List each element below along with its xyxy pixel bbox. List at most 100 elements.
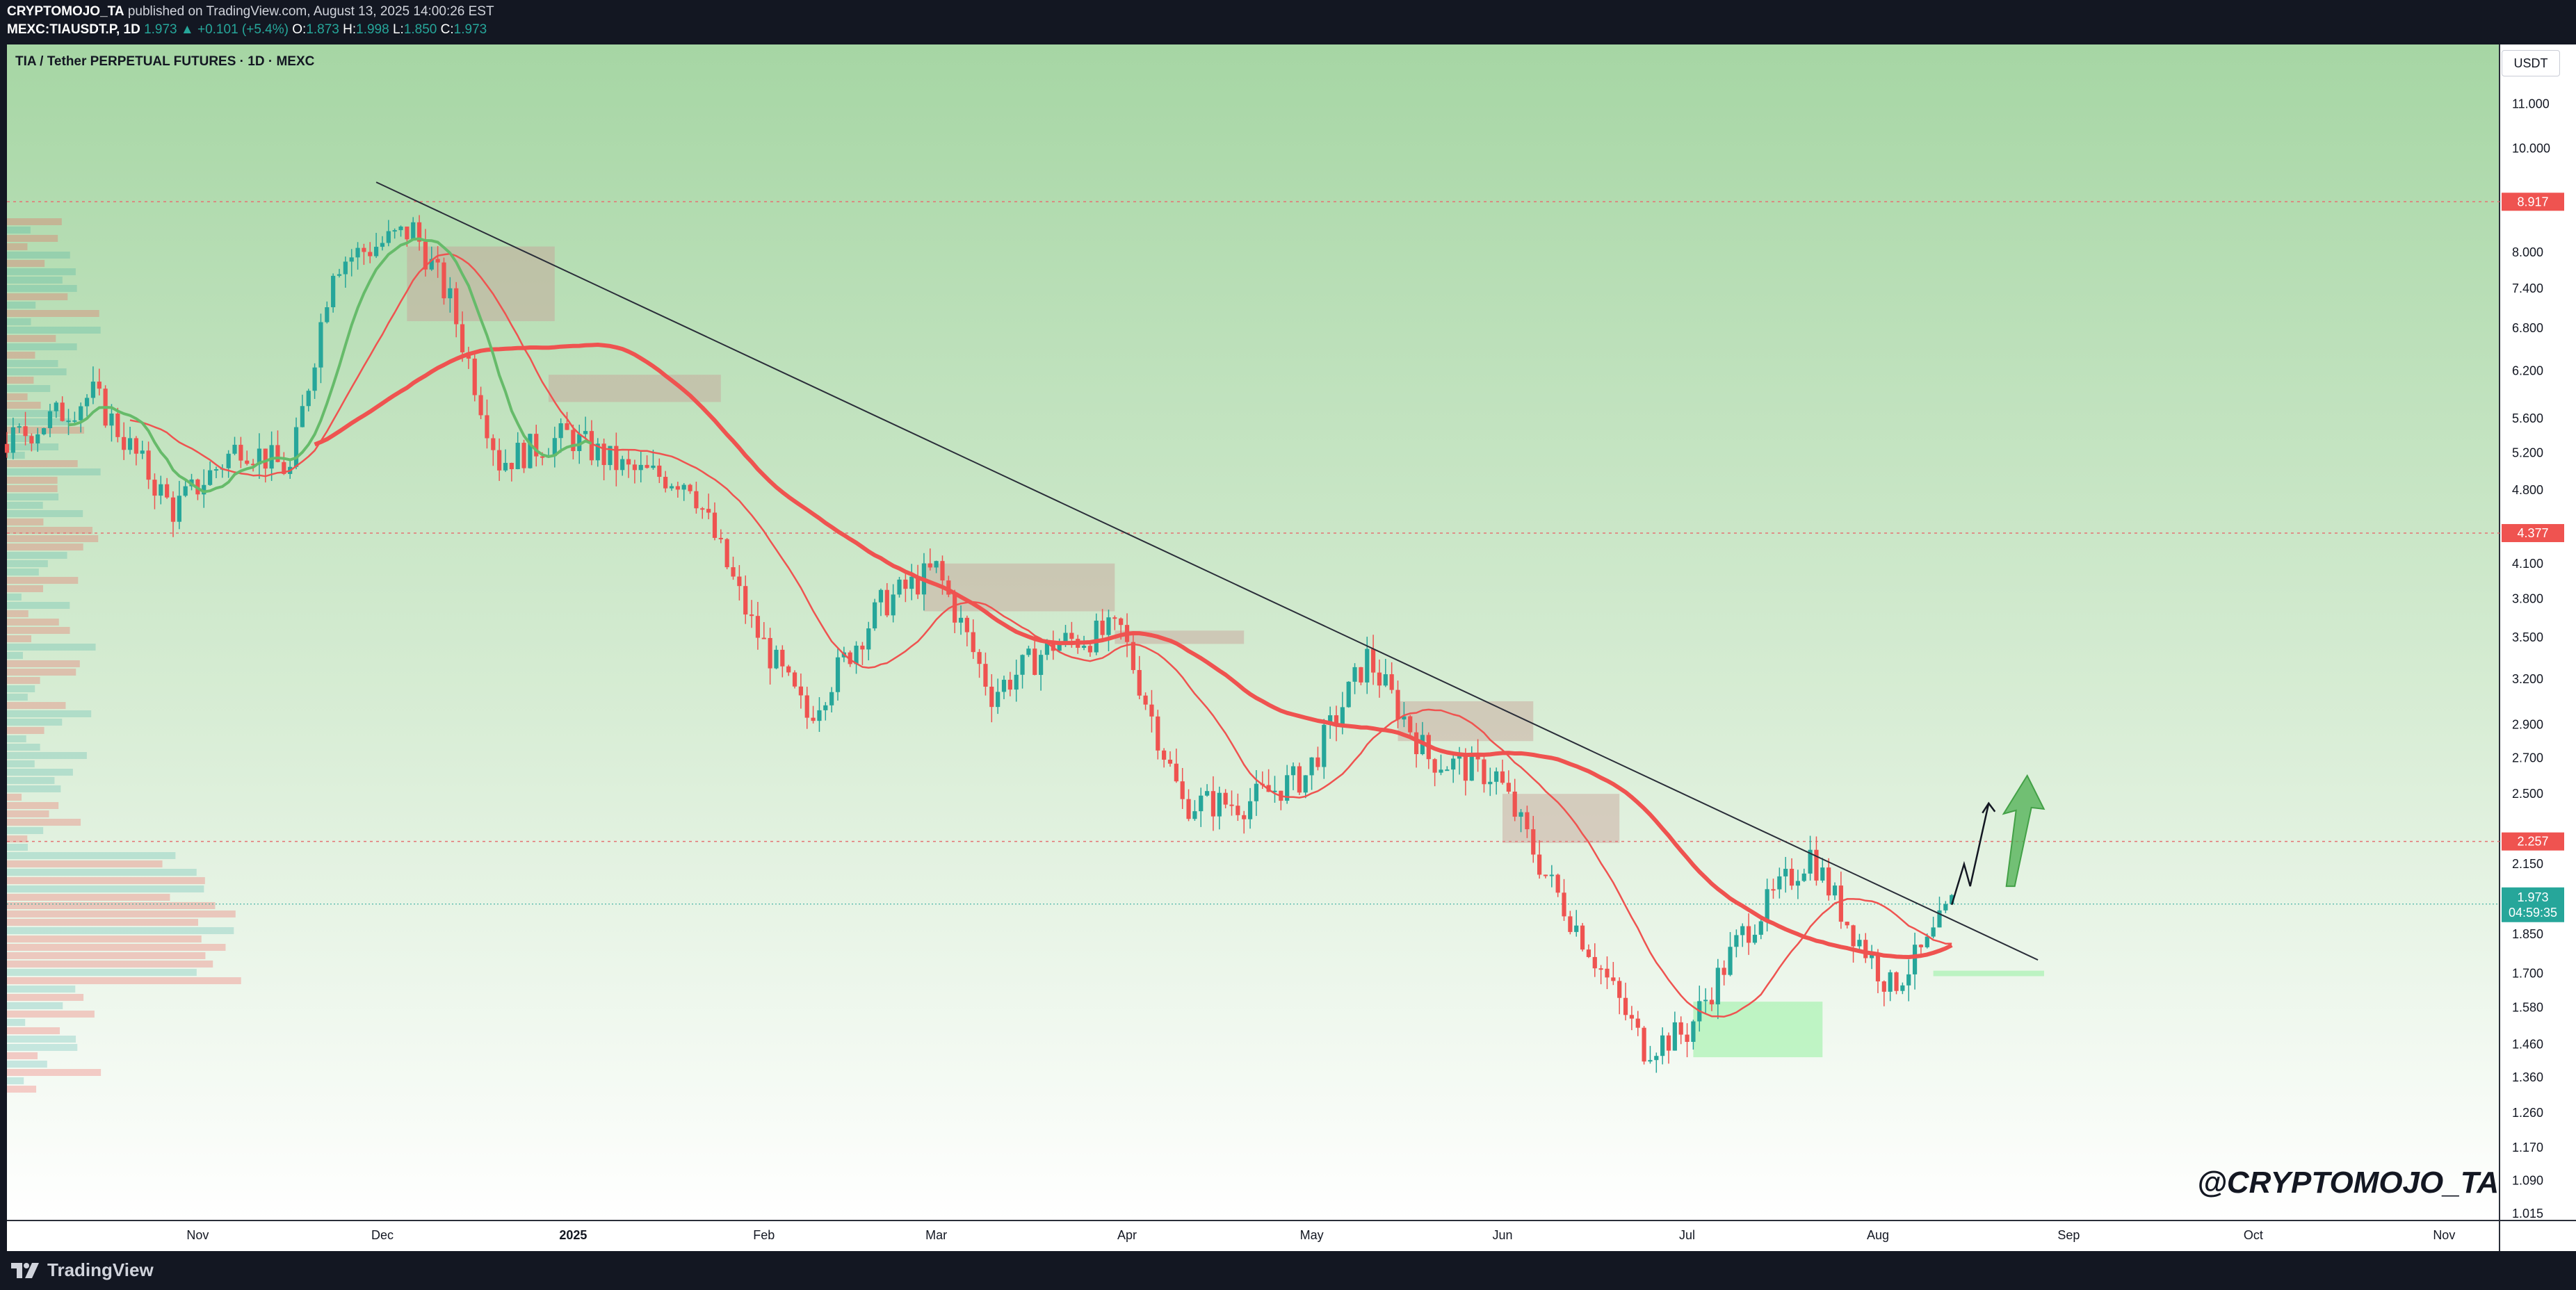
candle-body[interactable] [1303,775,1308,793]
candle-body[interactable] [1617,981,1622,998]
candle-body[interactable] [964,617,969,632]
candle-body[interactable] [1383,674,1388,686]
candle-body[interactable] [1402,716,1407,720]
candle-body[interactable] [374,247,379,256]
candle-body[interactable] [1340,707,1345,725]
candle-body[interactable] [1131,642,1135,671]
candle-body[interactable] [1801,873,1806,881]
candle-body[interactable] [620,459,625,471]
candle-body[interactable] [306,391,311,407]
candle-body[interactable] [614,446,619,471]
candle-body[interactable] [934,561,939,568]
candle-body[interactable] [1413,732,1419,755]
candle-body[interactable] [1285,775,1290,801]
candle-body[interactable] [565,423,569,430]
candle-body[interactable] [47,411,53,428]
candle-body[interactable] [1180,781,1185,799]
candle-body[interactable] [72,420,77,422]
candle-body[interactable] [927,563,932,568]
candle-body[interactable] [1236,806,1240,815]
candle-body[interactable] [804,695,809,718]
candle-body[interactable] [1605,968,1610,978]
candle-body[interactable] [854,645,859,664]
candle-body[interactable] [1918,945,1924,947]
candle-body[interactable] [1488,781,1493,785]
candle-body[interactable] [1346,681,1351,708]
candle-body[interactable] [1119,618,1124,626]
candle-body[interactable] [509,462,514,470]
candle-body[interactable] [1586,949,1591,957]
candle-body[interactable] [1026,648,1031,655]
candle-body[interactable] [1315,757,1320,767]
candle-body[interactable] [35,434,40,444]
candle-body[interactable] [472,358,477,395]
price-chart[interactable]: 11.000 10.000 8.000 7.400 6.800 6.200 5.600 5.2… [0,44,2576,1251]
candle-body[interactable] [1912,945,1918,974]
candle-body[interactable] [1143,695,1148,705]
candle-body[interactable] [429,259,434,270]
candle-body[interactable] [442,262,446,299]
candle-body[interactable] [1894,972,1899,991]
candle-body[interactable] [1020,655,1025,675]
candle-body[interactable] [878,589,884,603]
candle-body[interactable] [663,477,668,489]
candle-body[interactable] [817,710,822,721]
candle-body[interactable] [1592,956,1597,969]
candle-body[interactable] [632,464,637,471]
candle-body[interactable] [392,230,397,232]
candle-body[interactable] [1678,1022,1683,1035]
candle-body[interactable] [109,414,114,426]
candle-body[interactable] [90,382,96,398]
candle-body[interactable] [1223,792,1228,805]
candle-body[interactable] [718,537,723,539]
candle-body[interactable] [989,686,994,708]
candle-body[interactable] [983,664,988,687]
candle-body[interactable] [977,652,982,664]
candle-body[interactable] [1518,812,1523,817]
candle-body[interactable] [940,561,945,581]
candle-body[interactable] [521,443,526,468]
candle-body[interactable] [792,672,797,687]
candle-body[interactable] [269,445,274,469]
candle-body[interactable] [1032,648,1037,676]
candle-body[interactable] [208,470,213,485]
candle-body[interactable] [122,436,127,450]
candle-body[interactable] [1734,935,1739,947]
candle-body[interactable] [712,512,718,538]
candle-body[interactable] [1457,756,1462,759]
candle-body[interactable] [971,632,975,653]
candle-body[interactable] [829,692,834,705]
candle-body[interactable] [1149,704,1154,717]
candle-body[interactable] [1506,783,1511,792]
candle-body[interactable] [737,576,742,587]
candle-body[interactable] [1272,790,1277,792]
candle-body[interactable] [448,288,453,299]
candle-body[interactable] [1087,646,1093,653]
candle-body[interactable] [165,484,170,498]
candle-body[interactable] [1943,904,1948,911]
candle-body[interactable] [1162,750,1167,760]
candle-body[interactable] [1789,868,1795,886]
candle-body[interactable] [706,509,711,513]
candle-body[interactable] [238,444,243,461]
candle-body[interactable] [1857,940,1862,947]
candle-body[interactable] [761,637,766,639]
candle-body[interactable] [571,430,576,452]
candle-body[interactable] [1242,815,1247,819]
candle-body[interactable] [1950,895,1954,904]
candle-body[interactable] [1205,791,1210,796]
time-scale[interactable] [7,1220,2500,1251]
currency-button[interactable]: USDT [2502,50,2560,76]
candle-body[interactable] [170,497,176,522]
candle-body[interactable] [146,450,151,480]
candle-body[interactable] [318,322,323,368]
candle-body[interactable] [140,450,145,454]
tradingview-brand[interactable]: TradingView [10,1259,154,1281]
candle-body[interactable] [1691,1021,1696,1043]
candle-body[interactable] [1174,763,1178,782]
candle-body[interactable] [1039,655,1044,676]
candle-body[interactable] [1832,885,1838,896]
price-scale[interactable] [2500,44,2576,1251]
candle-body[interactable] [1795,881,1800,886]
candle-body[interactable] [1888,972,1893,992]
